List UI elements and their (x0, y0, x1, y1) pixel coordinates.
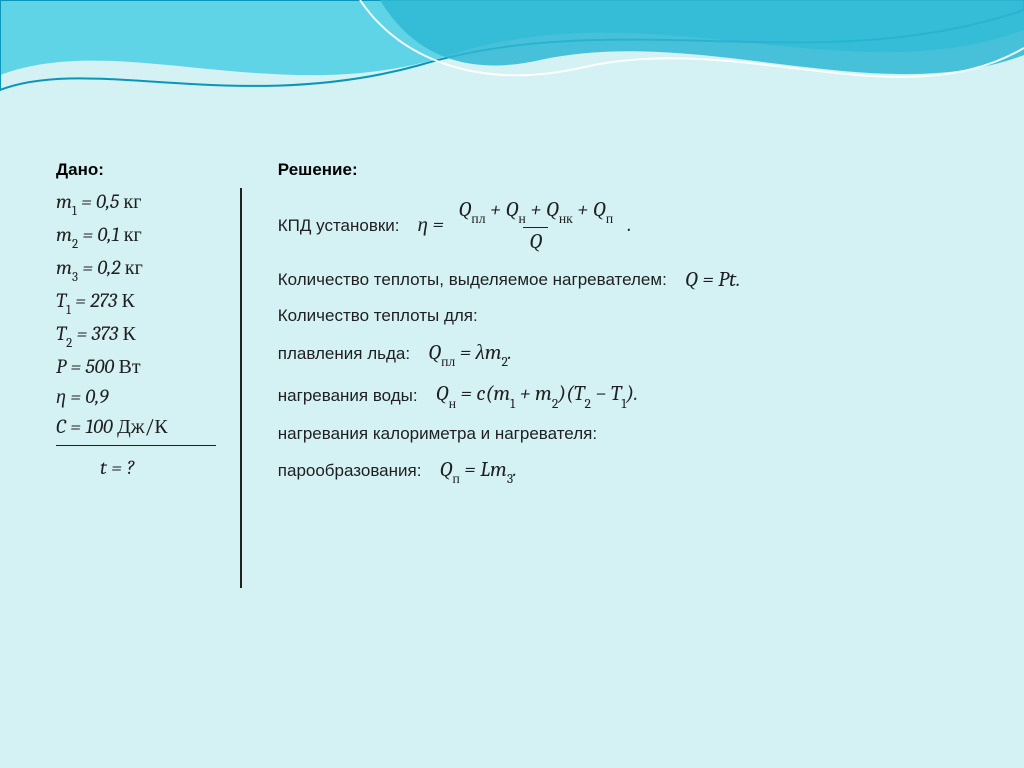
find-line: t = ? (100, 456, 248, 479)
row-heater-heat: Количество теплоты, выделяемое нагревате… (278, 268, 970, 292)
water-formula: Qн = c(m1 + m2)(T2 − T1). (436, 382, 638, 409)
solution-column: Решение: КПД установки: η = Qпл + Qн + Q… (278, 160, 970, 499)
kpd-fraction: Qпл + Qн + Qнк + Qп Q (452, 198, 619, 254)
row-water-heating: нагревания воды: Qн = c(m1 + m2)(T2 − T1… (278, 382, 970, 409)
vapor-label: парообразования: (278, 461, 422, 481)
eta-eq: η = (418, 213, 444, 237)
given-m1: m1 = 0,5 кг (56, 190, 248, 217)
row-vaporization: парообразования: Qп = Lm3. (278, 458, 970, 485)
heat-label: Количество теплоты, выделяемое нагревате… (278, 270, 667, 290)
melt-label: плавления льда: (278, 344, 410, 364)
given-P: P = 500 Вт (56, 355, 248, 379)
given-T2: T2 = 373 К (56, 322, 248, 349)
given-divider (56, 445, 216, 446)
vertical-divider (240, 188, 242, 588)
slide-content: Дано: m1 = 0,5 кг m2 = 0,1 кг m3 = 0,2 к… (50, 160, 970, 499)
given-column: Дано: m1 = 0,5 кг m2 = 0,1 кг m3 = 0,2 к… (50, 160, 248, 499)
row-calorimeter: нагревания калориметра и нагревателя: (278, 424, 970, 444)
kpd-label: КПД установки: (278, 216, 400, 236)
row-heat-for: Количество теплоты для: (278, 306, 970, 326)
kpd-dot: . (628, 213, 632, 237)
given-T1: T1 = 273 К (56, 289, 248, 316)
heat-formula: Q = Pt. (685, 268, 741, 292)
kpd-formula: η = Qпл + Qн + Qнк + Qп Q . (418, 198, 632, 254)
vapor-formula: Qп = Lm3. (439, 458, 516, 485)
given-eta: η = 0,9 (56, 385, 248, 409)
solution-title: Решение: (278, 160, 970, 180)
given-C: C = 100 Дж/К (56, 415, 248, 439)
row-melting: плавления льда: Qпл = λm2. (278, 340, 970, 368)
decorative-waves (0, 0, 1024, 140)
given-m2: m2 = 0,1 кг (56, 223, 248, 250)
melt-formula: Qпл = λm2. (428, 340, 512, 368)
given-m3: m3 = 0,2 кг (56, 256, 248, 283)
for-label: Количество теплоты для: (278, 306, 478, 326)
row-efficiency: КПД установки: η = Qпл + Qн + Qнк + Qп Q… (278, 198, 970, 254)
calor-label: нагревания калориметра и нагревателя: (278, 424, 597, 444)
water-label: нагревания воды: (278, 386, 418, 406)
given-title: Дано: (56, 160, 248, 180)
